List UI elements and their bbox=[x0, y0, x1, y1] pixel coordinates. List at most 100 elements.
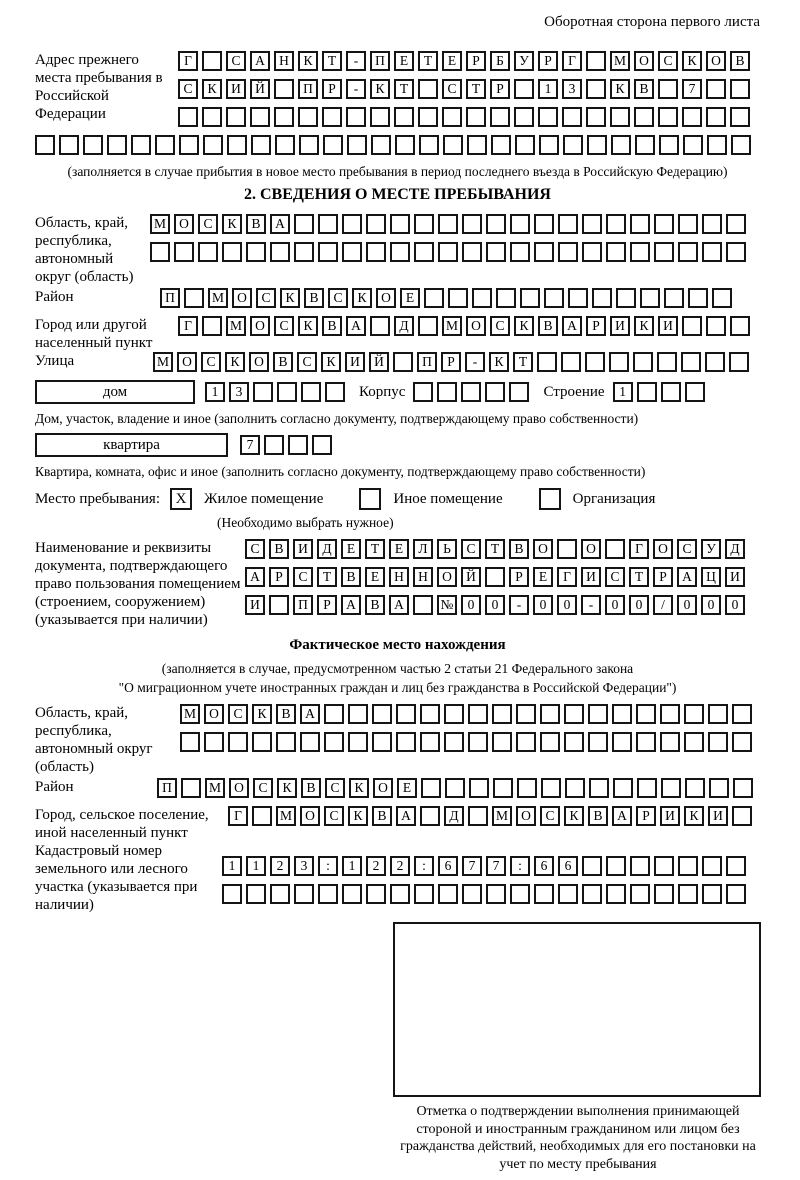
form-cell: Н bbox=[389, 567, 409, 587]
form-cell: В bbox=[304, 288, 324, 308]
field-prev-address: Адрес прежнего места пребывания в Россий… bbox=[35, 51, 760, 135]
form-cell: К bbox=[684, 806, 704, 826]
form-cell bbox=[730, 316, 750, 336]
form-cell bbox=[726, 242, 746, 262]
form-cell bbox=[444, 704, 464, 724]
form-cell: - bbox=[346, 79, 366, 99]
form-cell bbox=[414, 242, 434, 262]
form-cell: О bbox=[300, 806, 320, 826]
form-cell bbox=[270, 884, 290, 904]
form-cell bbox=[562, 107, 582, 127]
form-cell: У bbox=[514, 51, 534, 71]
form-cell: М bbox=[492, 806, 512, 826]
form-cell bbox=[534, 242, 554, 262]
form-cell bbox=[564, 704, 584, 724]
form-cell: 7 bbox=[462, 856, 482, 876]
form-cell bbox=[660, 704, 680, 724]
form-cell bbox=[493, 778, 513, 798]
form-cell bbox=[222, 884, 242, 904]
form-cell bbox=[660, 382, 681, 402]
form-cell: О bbox=[653, 539, 673, 559]
actual-location-title: Фактическое место нахождения bbox=[289, 637, 506, 653]
form-cell bbox=[413, 595, 433, 615]
form-cell: В bbox=[730, 51, 750, 71]
form-cell bbox=[342, 214, 362, 234]
form-cell bbox=[466, 107, 486, 127]
form-cell bbox=[393, 352, 413, 372]
field-region-2: Область, край, республика, автономный ок… bbox=[35, 704, 760, 776]
form-cell bbox=[486, 242, 506, 262]
cell-row bbox=[150, 242, 760, 262]
form-cell bbox=[516, 732, 536, 752]
form-cell bbox=[420, 732, 440, 752]
form-cell bbox=[707, 135, 727, 155]
form-cell bbox=[438, 884, 458, 904]
form-cell bbox=[275, 135, 295, 155]
form-cell bbox=[413, 382, 434, 402]
form-cell bbox=[684, 382, 705, 402]
cell-row: И П Р А В А № 0 0-0 0-0 0/0 0 0 bbox=[245, 595, 760, 615]
form-cell bbox=[537, 352, 557, 372]
form-cell bbox=[485, 567, 505, 587]
form-cell bbox=[582, 884, 602, 904]
form-cell bbox=[682, 316, 702, 336]
form-cell bbox=[277, 382, 297, 402]
form-cell bbox=[660, 732, 680, 752]
form-cell: О bbox=[581, 539, 601, 559]
form-cell: К bbox=[489, 352, 509, 372]
form-cell: Л bbox=[413, 539, 433, 559]
form-cell: Г bbox=[178, 51, 198, 71]
form-cell bbox=[252, 806, 272, 826]
form-cell bbox=[705, 352, 725, 372]
page-header: Оборотная сторона первого листа bbox=[544, 14, 760, 30]
form-cell bbox=[515, 135, 535, 155]
form-cell: С bbox=[490, 316, 510, 336]
form-cell bbox=[342, 242, 362, 262]
form-cell: Т bbox=[513, 352, 533, 372]
form-cell: Й bbox=[369, 352, 389, 372]
form-cell: К bbox=[277, 778, 297, 798]
form-cell bbox=[658, 107, 678, 127]
form-cell bbox=[582, 214, 602, 234]
form-cell bbox=[635, 135, 655, 155]
form-cell: Г bbox=[178, 316, 198, 336]
form-cell bbox=[181, 778, 201, 798]
form-cell: О bbox=[232, 288, 252, 308]
form-cell bbox=[371, 135, 391, 155]
form-cell bbox=[342, 884, 362, 904]
form-cell bbox=[251, 135, 271, 155]
form-cell bbox=[539, 135, 559, 155]
form-cell: М bbox=[610, 51, 630, 71]
form-cell bbox=[448, 288, 468, 308]
checkbox-organization bbox=[538, 488, 561, 510]
form-cell bbox=[681, 352, 701, 372]
form-cell: : bbox=[414, 856, 434, 876]
form-cell: И bbox=[581, 567, 601, 587]
form-cell: Т bbox=[394, 79, 414, 99]
form-cell bbox=[729, 352, 749, 372]
form-cell bbox=[612, 704, 632, 724]
form-cell bbox=[496, 288, 516, 308]
form-cell: Е bbox=[394, 51, 414, 71]
form-cell: А bbox=[250, 51, 270, 71]
form-cell: Т bbox=[317, 567, 337, 587]
form-cell: И bbox=[708, 806, 728, 826]
form-cell: 2 bbox=[366, 856, 386, 876]
form-cell bbox=[708, 704, 728, 724]
form-cell: Р bbox=[441, 352, 461, 372]
apartment-box: квартира bbox=[35, 433, 228, 457]
form-cell bbox=[682, 107, 702, 127]
section-2-title: 2. СВЕДЕНИЯ О МЕСТЕ ПРЕБЫВАНИЯ bbox=[244, 186, 551, 203]
place-type-row: Место пребывания: X Жилое помещение Иное… bbox=[35, 488, 760, 510]
form-cell: А bbox=[300, 704, 320, 724]
form-cell: О bbox=[204, 704, 224, 724]
prev-address-caption: (заполняется в случае прибытия в новое м… bbox=[67, 164, 728, 179]
field-title-document: Наименование и реквизиты документа, подт… bbox=[35, 539, 760, 629]
form-cell: А bbox=[389, 595, 409, 615]
form-cell: Е bbox=[397, 778, 417, 798]
form-cell: В bbox=[322, 316, 342, 336]
form-cell bbox=[372, 704, 392, 724]
